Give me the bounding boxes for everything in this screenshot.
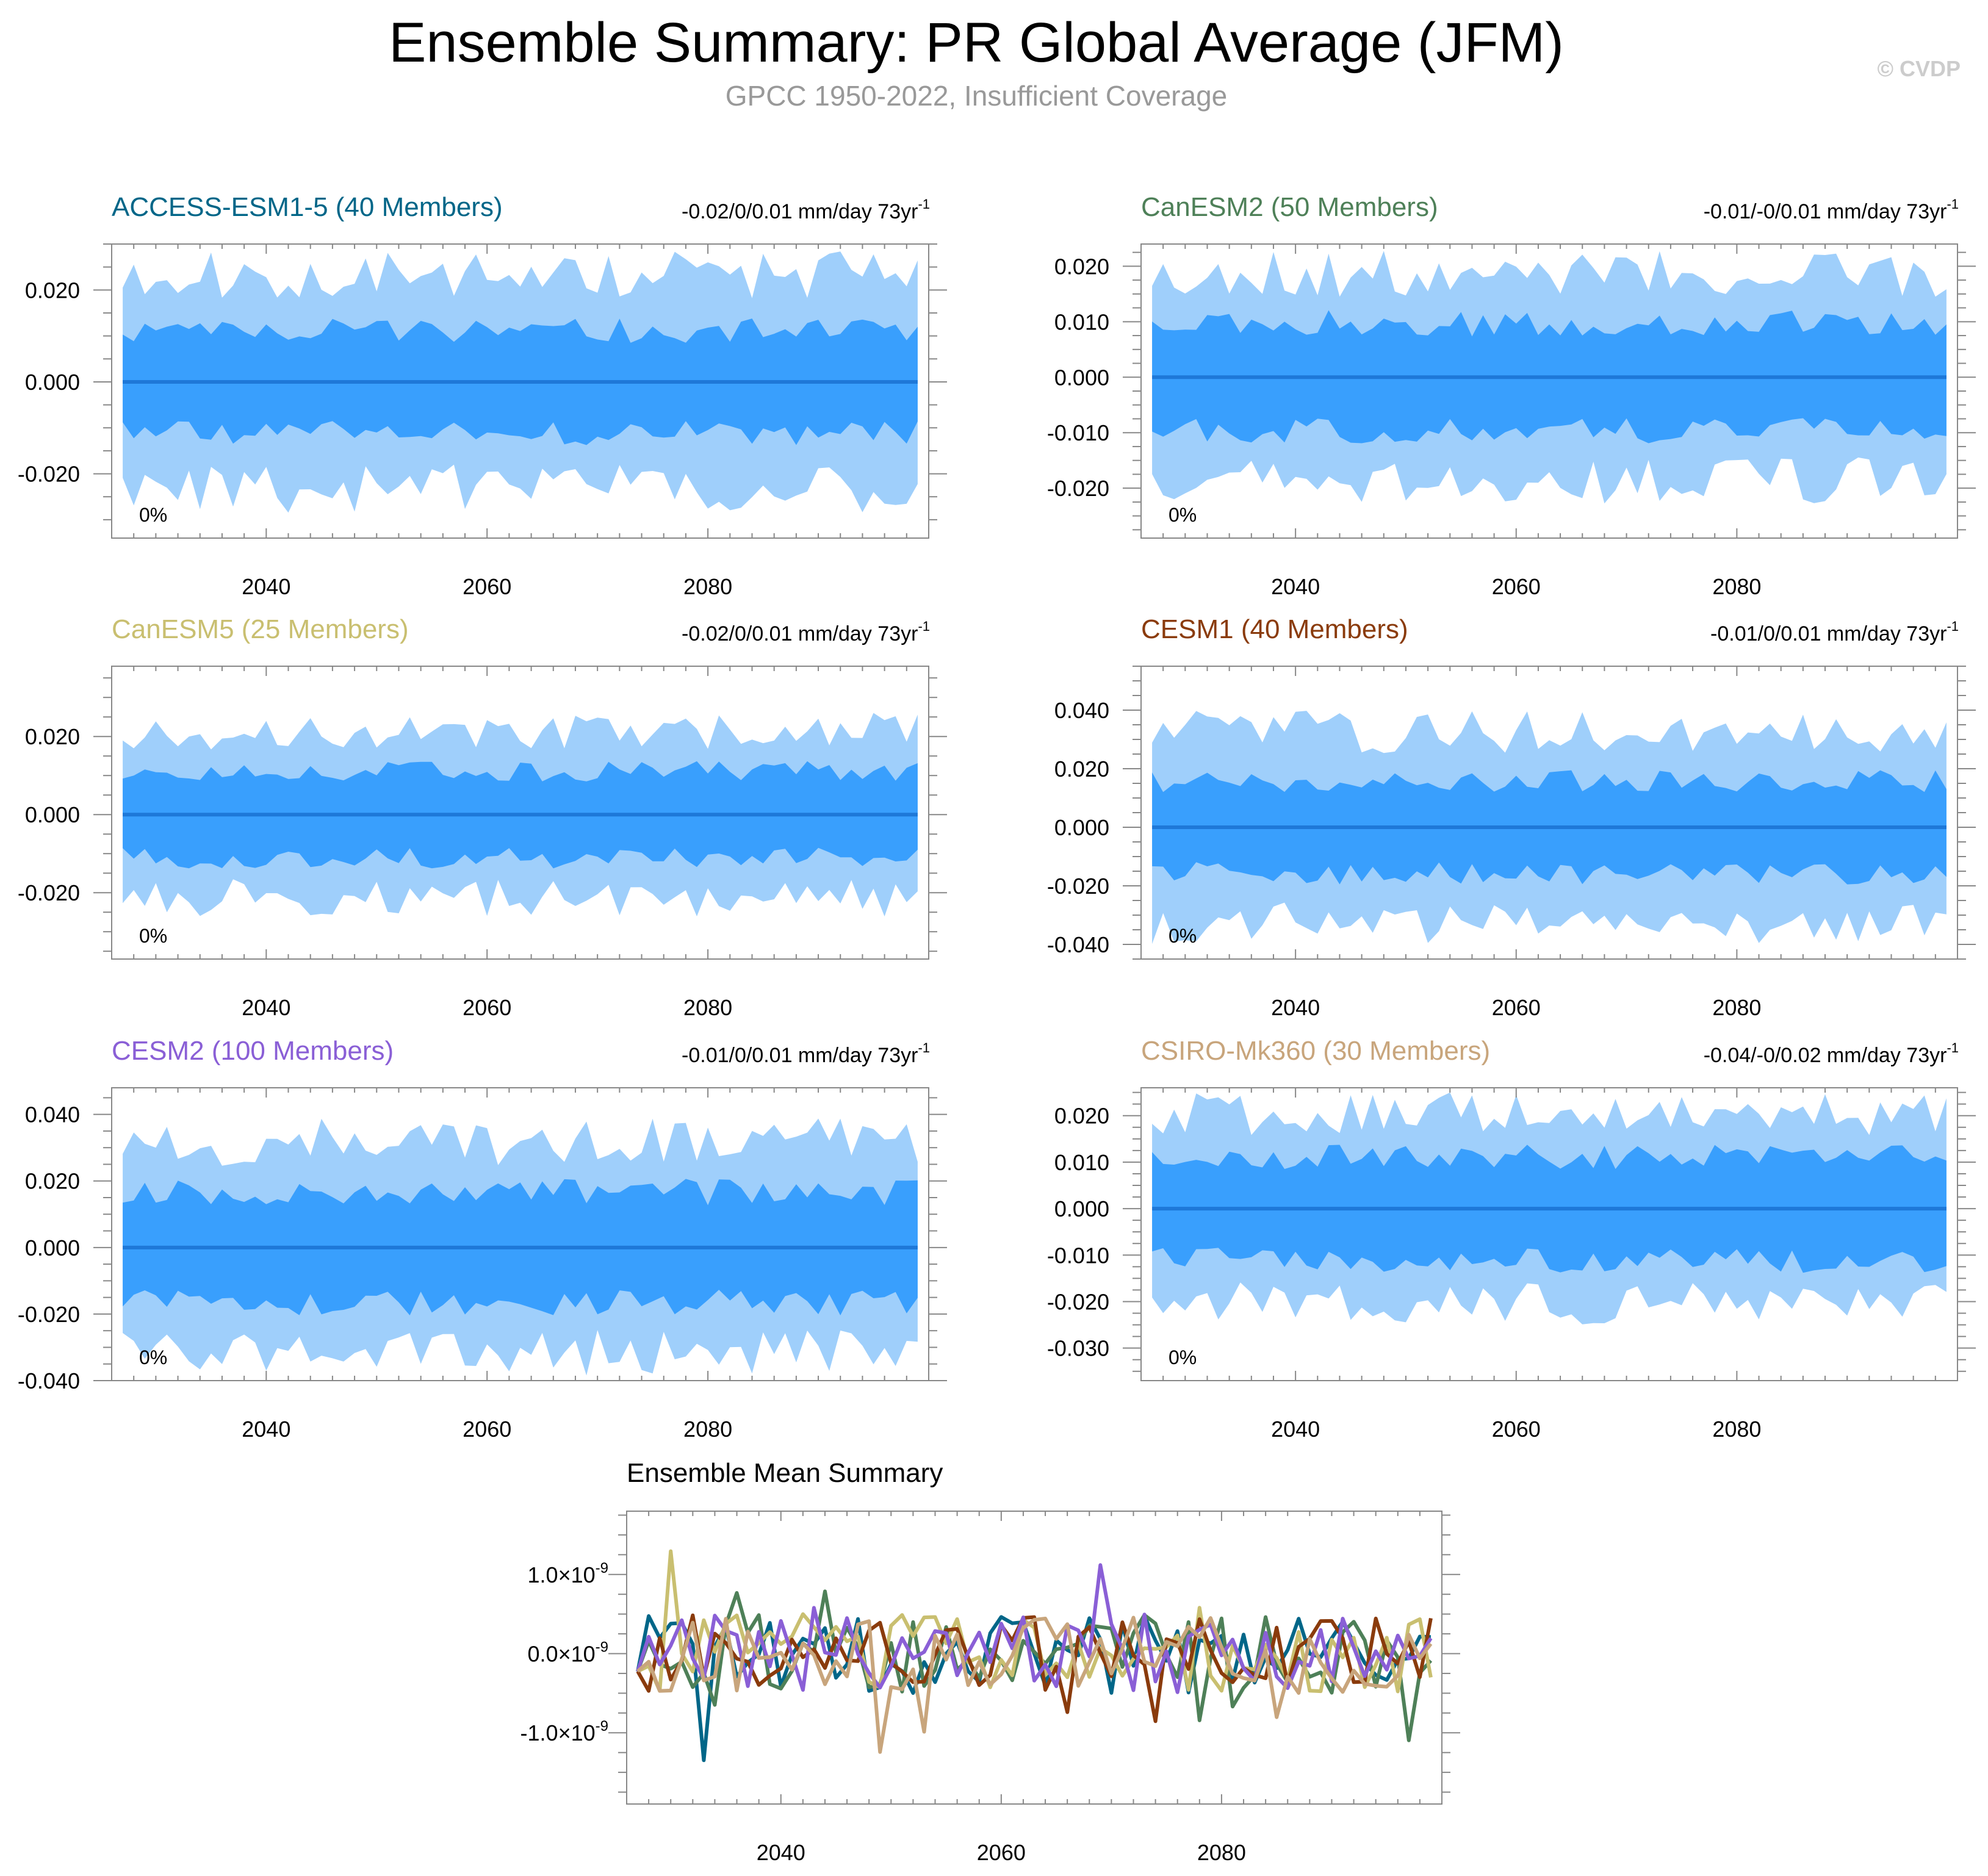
panel-title: CESM1 (40 Members) [1141,614,1408,644]
y-tick-label: -0.040 [1047,932,1109,957]
plot-frame [111,1087,929,1381]
y-tick-label: -0.020 [1047,1289,1109,1314]
y-tick-label: 1.0×10-9 [528,1560,608,1587]
y-tick-label: 0.0×10-9 [528,1639,608,1667]
series-line-cesm2 [636,1563,1433,1694]
copyright-label: © CVDP [1877,56,1961,81]
percent-label: 0% [1169,925,1197,947]
x-tick-label: 2080 [1712,995,1761,1020]
y-tick-label: 0.000 [25,802,80,827]
panel-4: 2040 2060 2080 -0.040 -0.020 0.000 0.020 0.040 C… [1047,614,1976,1020]
percent-label: 0% [139,1346,167,1368]
x-tick-label: 2060 [1492,995,1541,1020]
plot-frame [111,666,929,960]
percent-label: 0% [139,504,167,526]
panel-1: 2040 2060 2080 -0.020 0.000 0.020 ACCESS-ESM1-… [18,192,947,599]
percent-label: 0% [1169,1346,1197,1368]
y-tick-label: 0.000 [25,370,80,395]
y-tick-label: 0.000 [1054,365,1109,390]
x-tick-label: 2040 [757,1840,805,1865]
x-tick-label: 2040 [1271,574,1320,599]
y-tick-label: 0.000 [25,1235,80,1260]
y-tick-label: 0.020 [25,724,80,749]
y-tick-label: 0.040 [25,1102,80,1127]
x-tick-label: 2060 [1492,1417,1541,1442]
trend-label: -0.02/0/0.01 mm/day 73yr-1 [682,196,930,223]
x-tick-label: 2080 [1712,1417,1761,1442]
x-tick-label: 2060 [977,1840,1026,1865]
y-tick-label: 0.000 [1054,815,1109,840]
trend-label: -0.01/0/0.01 mm/day 73yr-1 [1710,619,1959,645]
y-tick-label: 0.040 [1054,698,1109,723]
y-tick-label: -0.010 [1047,1243,1109,1268]
y-tick-label: -0.030 [1047,1336,1109,1361]
x-tick-label: 2040 [242,995,290,1020]
y-tick-label: 0.020 [1054,757,1109,782]
x-tick-label: 2060 [463,995,511,1020]
x-tick-label: 2080 [683,1417,732,1442]
y-tick-label: 0.010 [1054,1150,1109,1175]
y-tick-label: -1.0×10-9 [520,1718,608,1745]
y-tick-label: 0.000 [1054,1196,1109,1221]
series-line-canesm2 [636,1589,1433,1742]
trend-label: -0.04/-0/0.02 mm/day 73yr-1 [1704,1040,1959,1067]
panel-3: 2040 2060 2080 -0.020 0.000 0.020 CanESM5 (25 … [18,614,947,1020]
y-tick-label: 0.020 [25,278,80,303]
y-tick-label: 0.020 [1054,1104,1109,1129]
series-line-csiro-mk360 [636,1615,1433,1754]
y-tick-label: -0.020 [18,1302,80,1327]
panel-title: CanESM2 (50 Members) [1141,192,1438,222]
panel-title: CanESM5 (25 Members) [112,614,409,644]
x-tick-label: 2080 [683,574,732,599]
panel-title: Ensemble Mean Summary [627,1458,943,1488]
panel-title: CESM2 (100 Members) [112,1036,394,1066]
x-tick-label: 2060 [463,1417,511,1442]
panel-5: 2040 2060 2080 -0.040 -0.020 0.000 0.020 0.040 C… [18,1036,947,1442]
page-title: Ensemble Summary: PR Global Average (JFM… [389,12,1564,74]
x-tick-label: 2060 [463,574,511,599]
panel-title: ACCESS-ESM1-5 (40 Members) [112,192,503,222]
trend-label: -0.01/0/0.01 mm/day 73yr-1 [682,1040,930,1067]
trend-label: -0.02/0/0.01 mm/day 73yr-1 [682,619,930,645]
trend-label: -0.01/-0/0.01 mm/day 73yr-1 [1704,196,1959,223]
y-tick-label: -0.040 [18,1368,80,1393]
y-tick-label: 0.010 [1054,309,1109,334]
y-tick-label: -0.020 [1047,874,1109,899]
x-tick-label: 2040 [242,574,290,599]
percent-label: 0% [139,925,167,947]
y-tick-label: 0.020 [25,1169,80,1194]
y-tick-label: -0.020 [18,462,80,487]
x-tick-label: 2080 [683,995,732,1020]
x-tick-label: 2080 [1197,1840,1246,1865]
panel-6: 2040 2060 2080 -0.030 -0.020 -0.010 0.000 0.010… [1047,1036,1976,1442]
plot-frame [1140,1087,1958,1381]
percent-label: 0% [1169,504,1197,526]
y-tick-label: -0.010 [1047,420,1109,445]
x-tick-label: 2040 [242,1417,290,1442]
y-tick-label: -0.020 [1047,476,1109,501]
x-tick-label: 2040 [1271,995,1320,1020]
x-tick-label: 2040 [1271,1417,1320,1442]
panel-2: 2040 2060 2080 -0.020 -0.010 0.000 0.010 0.020 C… [1047,192,1976,599]
x-tick-label: 2060 [1492,574,1541,599]
series-line-cesm1 [636,1613,1433,1723]
panel-7: 2040 2060 2080 -1.0×10-9 0.0×10-9 1.0×10-9 Ens… [520,1458,1460,1865]
plot-frame [111,243,929,539]
panel-title: CSIRO-Mk360 (30 Members) [1141,1036,1490,1066]
page-subtitle: GPCC 1950-2022, Insufficient Coverage [725,80,1228,112]
x-tick-label: 2080 [1712,574,1761,599]
y-tick-label: 0.020 [1054,254,1109,279]
plot-frame [626,1511,1442,1805]
y-tick-label: -0.020 [18,880,80,905]
